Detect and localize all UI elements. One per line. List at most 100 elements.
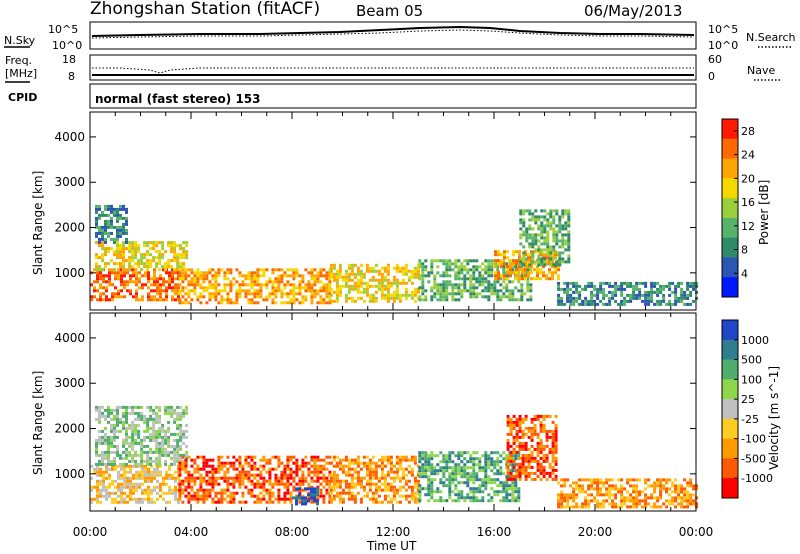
velocity-echo-cell <box>159 494 162 498</box>
power-echo-cell <box>490 292 494 296</box>
power-echo-cell <box>101 237 104 241</box>
velocity-echo-cell <box>614 493 618 497</box>
velocity-echo-cell <box>174 470 177 474</box>
power-echo-cell <box>430 286 434 290</box>
velocity-echo-cell <box>545 456 549 460</box>
power-echo-cell <box>546 224 550 228</box>
velocity-echo-cell <box>427 469 431 473</box>
velocity-echo-cell <box>283 464 287 468</box>
power-echo-cell <box>187 283 191 287</box>
power-echo-cell <box>457 265 461 269</box>
velocity-echo-cell <box>150 491 153 495</box>
velocity-echo-cell <box>108 473 111 477</box>
power-echo-cell <box>472 259 476 263</box>
power-echo-cell <box>165 289 168 293</box>
velocity-echo-cell <box>463 481 467 485</box>
velocity-echo-cell <box>196 494 200 498</box>
velocity-echo-cell <box>211 497 215 501</box>
velocity-echo-cell <box>421 469 425 473</box>
power-echo-cell <box>159 292 162 296</box>
power-echo-cell <box>638 290 642 294</box>
power-echo-cell <box>173 241 177 245</box>
power-echo-cell <box>494 271 497 275</box>
velocity-echo-cell <box>511 454 515 458</box>
power-echo-cell <box>114 274 117 278</box>
power-echo-cell <box>454 271 458 275</box>
velocity-echo-cell <box>101 405 104 409</box>
power-echo-cell <box>184 274 188 278</box>
velocity-echo-cell <box>508 469 512 473</box>
velocity-echo-cell <box>129 497 132 501</box>
velocity-echo-cell <box>262 476 266 480</box>
power-echo-cell <box>424 268 428 272</box>
velocity-echo-cell <box>274 467 278 471</box>
power-echo-cell <box>522 251 526 255</box>
velocity-echo-cell <box>135 488 138 492</box>
velocity-echo-cell <box>289 494 293 498</box>
power-echo-cell <box>572 284 576 288</box>
velocity-echo-cell <box>102 494 105 498</box>
power-echo-cell <box>662 293 666 297</box>
power-echo-cell <box>335 269 339 273</box>
power-echo-cell <box>557 296 561 300</box>
velocity-echo-cell <box>395 455 399 459</box>
power-echo-cell <box>527 265 530 269</box>
power-echo-cell <box>430 295 434 299</box>
velocity-echo-cell <box>653 484 657 488</box>
velocity-echo-cell <box>644 478 648 482</box>
power-echo-cell <box>590 296 594 300</box>
velocity-echo-cell <box>310 455 314 459</box>
velocity-echo-cell <box>196 470 200 474</box>
velocity-echo-cell <box>587 505 591 509</box>
velocity-echo-cell <box>365 473 369 477</box>
velocity-echo-cell <box>509 444 513 448</box>
power-echo-cell <box>463 277 467 281</box>
velocity-echo-cell <box>182 459 186 463</box>
power-echo-cell <box>265 280 269 284</box>
velocity-echo-cell <box>295 473 299 477</box>
velocity-echo-cell <box>214 479 218 483</box>
power-colorbar-tick-label: 4 <box>741 267 748 280</box>
power-echo-cell <box>442 289 446 293</box>
velocity-echo-cell <box>386 455 390 459</box>
velocity-echo-cell <box>599 502 603 506</box>
velocity-echo-cell <box>548 462 552 466</box>
power-echo-cell <box>526 280 530 284</box>
velocity-echo-cell <box>146 429 150 433</box>
velocity-echo-cell <box>152 459 156 463</box>
power-echo-cell <box>635 293 639 297</box>
velocity-echo-cell <box>155 432 159 436</box>
power-echo-cell <box>552 245 556 249</box>
velocity-echo-cell <box>129 464 132 468</box>
velocity-echo-cell <box>104 435 107 439</box>
velocity-echo-cell <box>511 481 515 485</box>
velocity-echo-cell <box>185 444 189 448</box>
power-echo-cell <box>680 281 684 285</box>
velocity-echo-cell <box>247 491 251 495</box>
velocity-echo-cell <box>159 482 162 486</box>
velocity-echo-cell <box>383 476 387 480</box>
velocity-echo-cell <box>499 484 503 488</box>
power-echo-cell <box>365 263 369 267</box>
power-echo-cell <box>506 256 509 260</box>
velocity-echo-cell <box>490 469 494 473</box>
power-echo-cell <box>584 287 588 291</box>
velocity-echo-cell <box>518 435 522 439</box>
velocity-echo-cell <box>536 459 540 463</box>
velocity-echo-cell <box>350 494 354 498</box>
power-echo-cell <box>165 298 168 302</box>
velocity-echo-cell <box>292 470 296 474</box>
velocity-echo-cell <box>316 473 320 477</box>
power-echo-cell <box>496 295 500 299</box>
velocity-echo-cell <box>590 487 594 491</box>
power-echo-cell <box>262 271 266 275</box>
power-echo-cell <box>494 274 497 278</box>
power-echo-cell <box>448 268 452 272</box>
velocity-echo-cell <box>527 429 531 433</box>
velocity-echo-cell <box>116 444 119 448</box>
velocity-echo-cell <box>487 478 491 482</box>
velocity-colorbar-segment <box>722 478 738 499</box>
power-echo-cell <box>313 277 317 281</box>
power-echo-cell <box>517 271 521 275</box>
